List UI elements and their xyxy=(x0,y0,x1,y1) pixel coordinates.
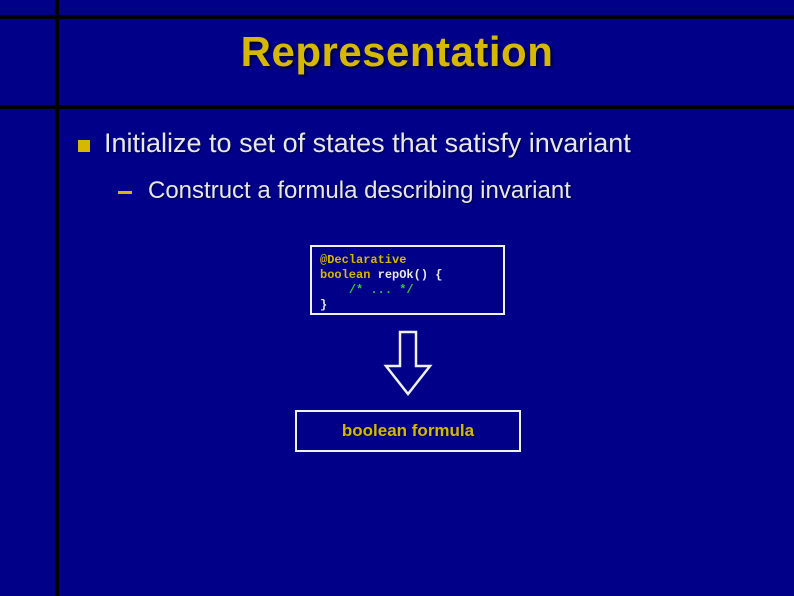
bullet-level-2: Construct a formula describing invariant xyxy=(118,177,758,205)
bullet-level-1: Initialize to set of states that satisfy… xyxy=(78,128,758,159)
content-area: Initialize to set of states that satisfy… xyxy=(78,128,758,205)
bullet1-text: Initialize to set of states that satisfy… xyxy=(104,128,631,159)
square-bullet-icon xyxy=(78,140,90,152)
code-keyword: boolean xyxy=(320,268,370,282)
code-close: } xyxy=(320,298,327,312)
code-signature: repOk() { xyxy=(370,268,442,282)
slide-title: Representation xyxy=(0,28,794,76)
title-rule xyxy=(0,105,794,109)
code-comment: /* ... */ xyxy=(349,283,414,297)
bullet2-text: Construct a formula describing invariant xyxy=(148,177,571,205)
dash-bullet-icon xyxy=(118,191,132,194)
code-indent xyxy=(320,283,349,297)
formula-label-text: boolean formula xyxy=(342,421,474,441)
down-arrow-icon xyxy=(380,328,436,398)
code-annotation: @Declarative xyxy=(320,253,406,267)
slide: Representation Initialize to set of stat… xyxy=(0,0,794,596)
formula-label-box: boolean formula xyxy=(295,410,521,452)
vertical-stripe xyxy=(55,0,59,596)
code-box: @Declarative boolean repOk() { /* ... */… xyxy=(310,245,505,315)
top-stripe xyxy=(0,15,794,19)
